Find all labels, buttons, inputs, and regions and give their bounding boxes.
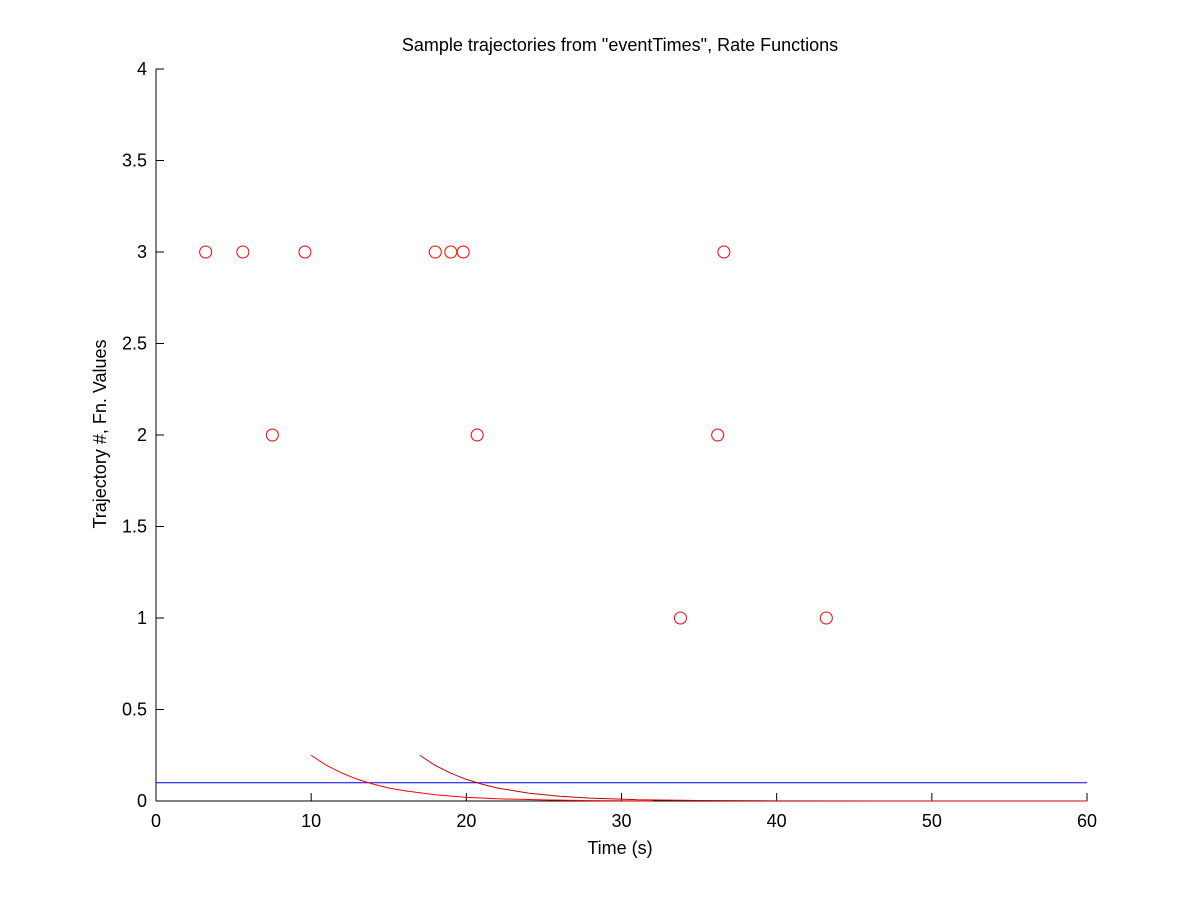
y-tick-label: 2.5 bbox=[122, 334, 147, 354]
event-marker bbox=[236, 245, 250, 259]
x-tick-label: 60 bbox=[1077, 811, 1097, 831]
x-tick-label: 50 bbox=[922, 811, 942, 831]
event-marker bbox=[819, 611, 833, 625]
y-tick-label: 0 bbox=[137, 791, 147, 811]
x-tick-label: 10 bbox=[301, 811, 321, 831]
plot-area: 0 10 20 30 40 50 60 0 0.5 1 1.5 2 2.5 3 3.5 4 bbox=[122, 59, 1097, 831]
event-marker bbox=[444, 245, 458, 259]
x-tick-label: 30 bbox=[611, 811, 631, 831]
rate-function-line bbox=[310, 754, 653, 802]
y-tick-label: 3.5 bbox=[122, 151, 147, 171]
event-marker bbox=[428, 245, 442, 259]
x-tick-label: 40 bbox=[767, 811, 787, 831]
event-marker bbox=[711, 428, 725, 442]
event-marker bbox=[265, 428, 279, 442]
event-marker bbox=[673, 611, 687, 625]
x-axis-title: Time (s) bbox=[587, 838, 652, 858]
y-axis-title: Trajectory #, Fn. Values bbox=[90, 339, 110, 528]
x-tick-label: 20 bbox=[456, 811, 476, 831]
x-tick-label: 0 bbox=[151, 811, 161, 831]
chart-title: Sample trajectories from "eventTimes", R… bbox=[402, 35, 838, 55]
y-tick-label: 3 bbox=[137, 242, 147, 262]
event-marker bbox=[199, 245, 213, 259]
y-tick-label: 4 bbox=[137, 59, 147, 79]
rate-function-line bbox=[419, 754, 1087, 802]
y-tick-label: 2 bbox=[137, 425, 147, 445]
event-marker bbox=[298, 245, 312, 259]
y-tick-label: 0.5 bbox=[122, 700, 147, 720]
event-marker bbox=[717, 245, 731, 259]
y-tick-label: 1 bbox=[137, 608, 147, 628]
y-tick-label: 1.5 bbox=[122, 517, 147, 537]
event-marker bbox=[456, 245, 470, 259]
event-marker bbox=[470, 428, 484, 442]
